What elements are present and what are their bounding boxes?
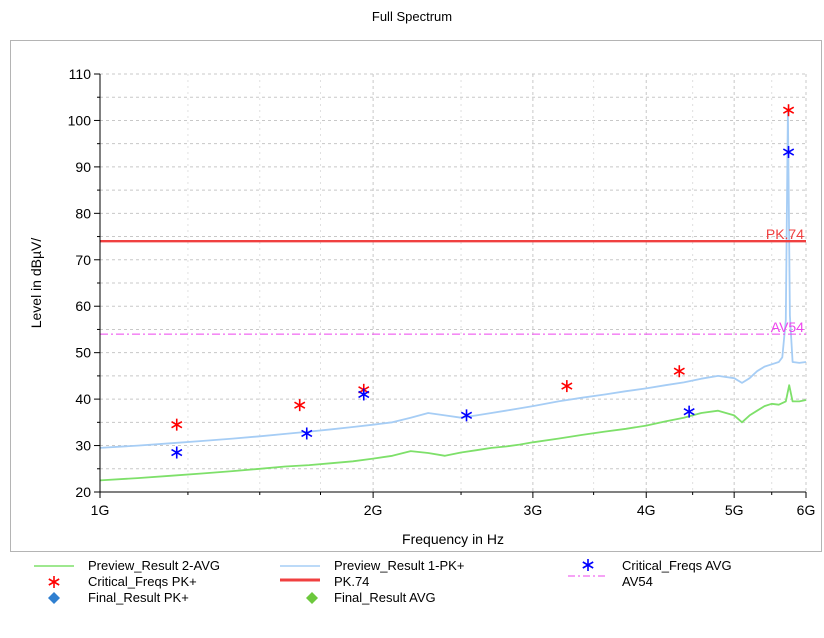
legend-label: AV54 [622, 574, 653, 589]
legend-swatch-line [34, 565, 74, 567]
star-marker-icon [48, 576, 60, 588]
legend-swatch-line [280, 578, 320, 582]
y-tick-label: 40 [75, 391, 91, 407]
x-tick-label: 6G [797, 502, 816, 518]
critical-freq-marker [171, 446, 183, 459]
legend-label: PK.74 [334, 574, 370, 589]
series-line [99, 110, 807, 449]
legend-label: Final_Result AVG [334, 590, 436, 605]
grid [100, 73, 807, 492]
series [99, 110, 807, 482]
x-axis-label: Frequency in Hz [402, 531, 504, 547]
critical-freq-marker [782, 104, 795, 117]
legend-swatch-line [568, 575, 608, 577]
legend-label: Critical_Freqs AVG [622, 558, 732, 573]
y-tick-label: 100 [68, 112, 92, 128]
star-marker-icon [582, 559, 594, 571]
axes: 20 30 40 50 60 70 80 90 100 110 1G 2G 3G 4G 5G 6G [68, 66, 816, 518]
critical-freq-marker [294, 399, 306, 412]
y-axis-label: Level in dBµV/ [28, 238, 44, 329]
critical-freq-marker [673, 365, 685, 378]
critical-freq-marker [460, 409, 473, 422]
x-tick-label: 1G [91, 502, 110, 518]
y-tick-label: 60 [75, 298, 91, 314]
limit-label: PK.74 [766, 226, 804, 242]
diamond-marker-icon [48, 592, 60, 604]
limit-label: AV54 [771, 319, 804, 335]
y-tick-label: 70 [75, 252, 91, 268]
legend-label: Preview_Result 2-AVG [88, 558, 220, 573]
legend-label: Final_Result PK+ [88, 590, 189, 605]
y-tick-label: 30 [75, 438, 91, 454]
x-tick-label: 5G [725, 502, 744, 518]
series-line [99, 384, 807, 482]
y-tick-label: 90 [75, 159, 91, 175]
critical-freq-marker [171, 418, 183, 431]
critical-freq-marker [301, 427, 313, 440]
critical-freq-marker [782, 146, 795, 159]
legend: Preview_Result 2-AVG Preview_Result 1-PK… [0, 558, 824, 638]
x-tick-label: 4G [637, 502, 656, 518]
legend-label: Critical_Freqs PK+ [88, 574, 197, 589]
chart-title: Full Spectrum [371, 9, 453, 24]
y-tick-label: 80 [75, 205, 91, 221]
x-tick-label: 3G [524, 502, 543, 518]
legend-swatch-line [280, 565, 320, 567]
critical-freq-marker [358, 388, 370, 401]
critical-freq-marker [561, 380, 573, 393]
plot-frame [10, 40, 822, 552]
y-tick-label: 50 [75, 345, 91, 361]
spectrum-chart: PK.74 AV54 20 30 40 50 60 70 80 90 100 110 1G 2G 3G 4G 5… [28, 66, 816, 547]
legend-label: Preview_Result 1-PK+ [334, 558, 465, 573]
y-tick-label: 20 [75, 484, 91, 500]
x-tick-label: 2G [364, 502, 383, 518]
y-tick-label: 110 [69, 66, 92, 82]
critical-freq-marker [683, 405, 695, 418]
diamond-marker-icon [306, 592, 318, 604]
